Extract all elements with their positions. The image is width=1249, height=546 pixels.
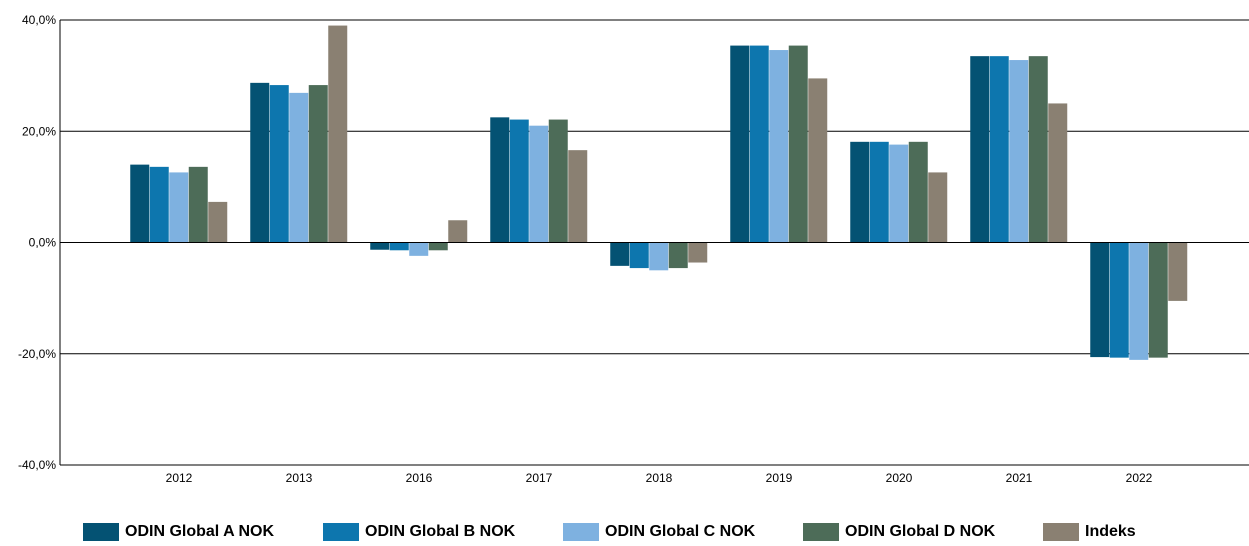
- bar: [188, 166, 208, 243]
- bar: [370, 242, 390, 250]
- y-tick-label: -20,0%: [18, 347, 56, 361]
- bar: [749, 45, 769, 243]
- y-tick-label: -40,0%: [18, 458, 56, 472]
- legend-label: ODIN Global D NOK: [845, 523, 996, 540]
- y-tick-label: 0,0%: [29, 236, 57, 250]
- bar: [548, 119, 568, 243]
- bar: [308, 85, 328, 243]
- y-tick-label: 20,0%: [22, 124, 56, 138]
- bar: [908, 141, 928, 243]
- bar: [610, 242, 630, 266]
- bar: [688, 242, 708, 263]
- legend-label: ODIN Global C NOK: [605, 523, 756, 540]
- legend-swatch: [803, 523, 839, 541]
- bar: [169, 172, 189, 243]
- bar: [389, 242, 409, 251]
- x-tick-label: 2016: [406, 471, 433, 485]
- bar: [730, 45, 750, 243]
- bar: [1048, 103, 1068, 243]
- x-tick-label: 2019: [766, 471, 793, 485]
- x-tick-label: 2013: [286, 471, 313, 485]
- bar: [889, 144, 909, 243]
- bar: [850, 141, 870, 243]
- legend-label: Indeks: [1085, 523, 1136, 540]
- bar: [409, 242, 429, 256]
- bar: [250, 82, 270, 243]
- bar: [328, 25, 348, 243]
- x-tick-label: 2022: [1126, 471, 1153, 485]
- bar: [568, 150, 588, 243]
- bar: [1129, 242, 1149, 360]
- legend-label: ODIN Global A NOK: [125, 523, 275, 540]
- legend-item-odin-global-c: ODIN Global C NOK: [563, 522, 755, 542]
- x-tick-label: 2017: [526, 471, 553, 485]
- legend-item-odin-global-d: ODIN Global D NOK: [803, 522, 995, 542]
- bar: [149, 166, 169, 243]
- bar: [989, 56, 1009, 243]
- bar: [769, 50, 789, 243]
- legend-item-odin-global-b: ODIN Global B NOK: [323, 522, 515, 542]
- bar: [509, 119, 529, 243]
- chart: 40,0% 20,0% 0,0% -20,0% -40,0% 2012 2013 2016 20…: [18, 13, 1249, 485]
- bar: [208, 201, 228, 243]
- bar: [1009, 60, 1029, 243]
- bar: [269, 85, 289, 243]
- bar: [428, 242, 448, 251]
- bar: [970, 56, 990, 243]
- bar: [1148, 242, 1168, 358]
- legend-item-indeks: Indeks: [1043, 522, 1136, 542]
- bar: [668, 242, 688, 269]
- bar: [1028, 56, 1048, 243]
- y-tick-label: 40,0%: [22, 13, 56, 27]
- legend-swatch: [83, 523, 119, 541]
- bar: [1109, 242, 1129, 358]
- x-tick-label: 2021: [1006, 471, 1033, 485]
- bar: [808, 78, 828, 243]
- bar: [448, 220, 468, 243]
- legend-label: ODIN Global B NOK: [365, 523, 516, 540]
- legend-swatch: [563, 523, 599, 541]
- bar: [289, 92, 309, 243]
- bar: [649, 242, 669, 271]
- bar: [1090, 242, 1110, 358]
- bar: [788, 45, 808, 243]
- bar: [490, 117, 510, 243]
- legend-swatch: [1043, 523, 1079, 541]
- bar: [629, 242, 649, 269]
- legend: ODIN Global A NOK ODIN Global B NOK ODIN…: [0, 522, 1249, 546]
- bar: [529, 125, 549, 243]
- bar: [869, 141, 889, 243]
- legend-item-odin-global-a: ODIN Global A NOK: [83, 522, 274, 542]
- x-tick-label: 2018: [646, 471, 673, 485]
- bar: [130, 164, 150, 243]
- x-tick-label: 2012: [166, 471, 193, 485]
- legend-swatch: [323, 523, 359, 541]
- bar: [928, 172, 948, 243]
- x-tick-label: 2020: [886, 471, 913, 485]
- bar: [1168, 242, 1188, 301]
